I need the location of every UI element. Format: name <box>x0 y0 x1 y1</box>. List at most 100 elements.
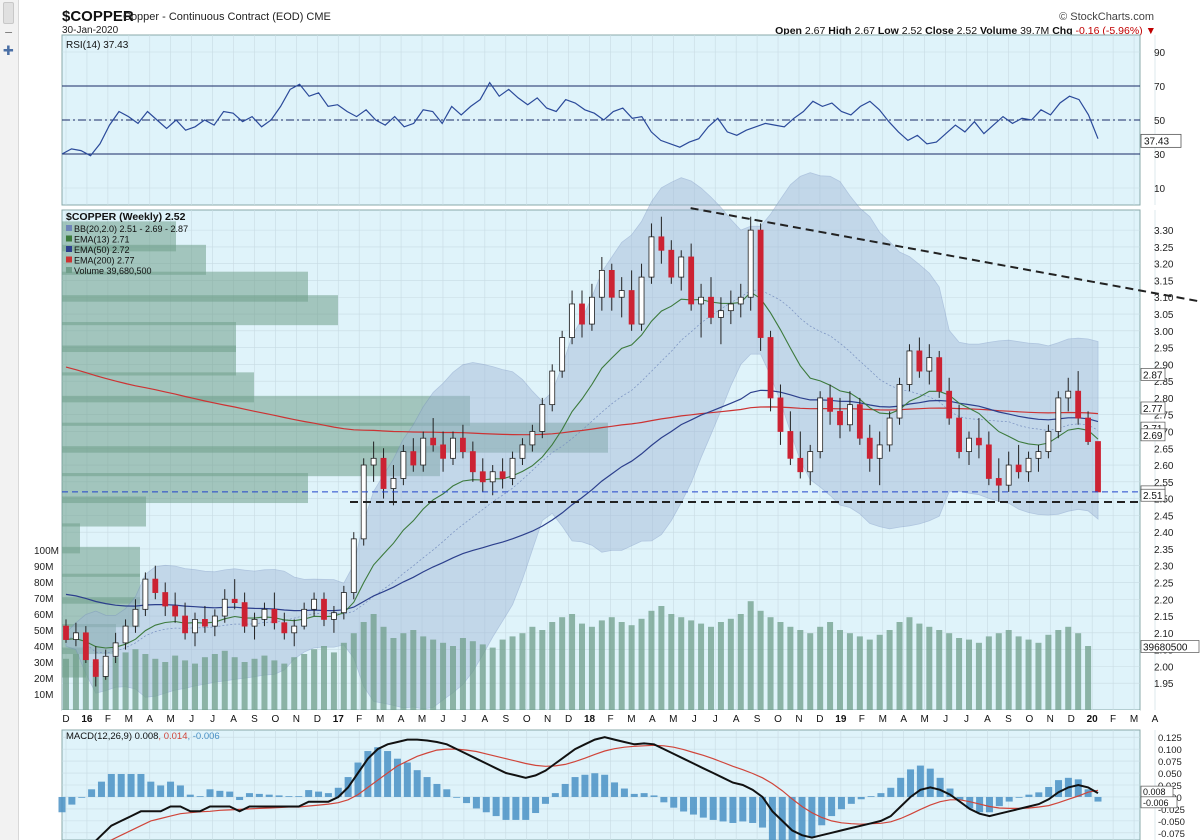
candle-body <box>757 229 764 338</box>
overlay-legend-swatch <box>66 246 72 252</box>
price-tag-label: 2.77 <box>1143 404 1163 415</box>
macd-histogram-bar <box>739 796 747 822</box>
price-tick-label: 2.60 <box>1154 461 1174 472</box>
volume-bar <box>727 618 734 710</box>
x-tick-label: M <box>1130 714 1138 725</box>
candle-body <box>876 444 883 459</box>
macd-histogram-bar <box>1094 796 1102 802</box>
volume-bar <box>588 626 595 710</box>
low-label: Low <box>877 25 899 37</box>
overlay-legend: EMA(200) 2.77 <box>74 256 135 266</box>
macd-histogram-bar <box>512 796 520 820</box>
volume-bar <box>192 663 198 710</box>
macd-histogram-bar <box>137 774 145 797</box>
candle-body <box>638 276 645 325</box>
price-tick-label: 2.55 <box>1154 478 1174 489</box>
macd-line <box>95 736 1099 840</box>
macd-tick-label: 0.100 <box>1158 745 1182 756</box>
macd-histogram-bar <box>226 791 234 797</box>
volume-bar <box>489 647 496 710</box>
rsi-legend: RSI(14) 37.43 <box>66 40 129 51</box>
macd-histogram-bar <box>956 796 964 801</box>
volume-last-tag <box>1140 640 1200 653</box>
volume-bar <box>400 633 407 710</box>
minus-icon[interactable]: − <box>4 26 14 39</box>
candle-body <box>1095 441 1101 493</box>
candle-body <box>321 598 327 620</box>
candle-body <box>529 431 536 446</box>
macd-histogram-bar <box>97 781 105 797</box>
chg-arrow-icon: ▼ <box>1145 25 1156 37</box>
candle-body <box>82 632 89 661</box>
macd-histogram-bar <box>58 796 66 813</box>
x-tick-label: A <box>984 714 991 725</box>
volume-bar <box>698 623 705 710</box>
macd-histogram-bar <box>107 774 115 797</box>
macd-histogram-bar <box>186 794 194 797</box>
x-tick-label: M <box>920 714 928 725</box>
candle-body <box>460 437 466 453</box>
scroll-thumb[interactable] <box>3 2 14 24</box>
volume-tick-label: 20M <box>34 674 53 685</box>
x-tick-label: A <box>398 714 405 725</box>
overlay-legend: EMA(50) 2.72 <box>74 245 130 255</box>
volume-tick-label: 30M <box>34 658 53 669</box>
candle-body <box>1075 390 1082 419</box>
price-tick-label: 2.80 <box>1154 394 1174 405</box>
candle-body <box>896 384 903 419</box>
chg-label: Chg <box>1052 25 1073 37</box>
volume-bar <box>509 636 516 710</box>
volume-bar <box>827 622 834 710</box>
ema50-line <box>65 389 1099 612</box>
macd-histogram-bar <box>828 796 836 817</box>
candle-body <box>618 290 625 298</box>
candle-body <box>579 303 585 325</box>
volume-bar <box>479 644 486 710</box>
plus-icon[interactable]: ✚ <box>3 44 14 59</box>
macd-histogram-bar <box>354 762 362 797</box>
volume-bar <box>469 641 476 710</box>
macd-histogram-bar <box>196 796 204 797</box>
candle-body <box>479 471 486 483</box>
x-tick-label: J <box>692 714 697 725</box>
x-tick-label: 20 <box>1087 714 1099 725</box>
volume-tick-label: 70M <box>34 594 53 605</box>
candle-body <box>192 618 198 634</box>
candle-body <box>271 608 278 624</box>
candle-body <box>708 296 714 318</box>
volume-bar <box>1025 639 1032 710</box>
volume-bar <box>350 633 357 710</box>
price-tick-label: 2.25 <box>1154 578 1174 589</box>
macd-histogram-bar <box>482 796 490 813</box>
candle-body <box>122 625 129 644</box>
volume-bar <box>846 633 853 710</box>
volume-bar <box>549 622 556 710</box>
macd-histogram-bar <box>926 768 934 797</box>
overlay-legend: Volume 39,680,500 <box>74 266 152 276</box>
low-value: 2.52 <box>901 25 923 37</box>
macd-histogram-bar <box>157 785 165 797</box>
macd-histogram-bar <box>611 782 619 797</box>
volume-bar <box>102 665 109 710</box>
macd-histogram-bar <box>245 793 253 797</box>
macd-histogram-bar <box>640 793 648 797</box>
candle-body <box>777 397 784 432</box>
macd-legend-signal: , 0.014 <box>158 731 187 742</box>
price-tag-box <box>1140 428 1166 442</box>
ema13-line <box>65 291 1099 649</box>
x-tick-label: F <box>1110 714 1116 725</box>
volume-bar <box>866 639 873 710</box>
candle-body <box>380 457 387 489</box>
macd-histogram-bar <box>936 777 944 797</box>
macd-histogram-bar <box>916 765 924 797</box>
macd-tag-label: 0.008 <box>1143 787 1166 797</box>
price-tick-label: 2.10 <box>1154 629 1174 640</box>
macd-signal-tag-label: -0.006 <box>1143 798 1169 808</box>
volume-bar <box>499 639 506 710</box>
volume-label: Volume <box>980 25 1018 37</box>
macd-histogram-bar <box>719 796 727 822</box>
macd-histogram-bar <box>522 796 530 820</box>
macd-histogram-bar <box>78 796 86 798</box>
candle-body <box>370 457 377 466</box>
price-tick-label: 3.15 <box>1154 276 1174 287</box>
